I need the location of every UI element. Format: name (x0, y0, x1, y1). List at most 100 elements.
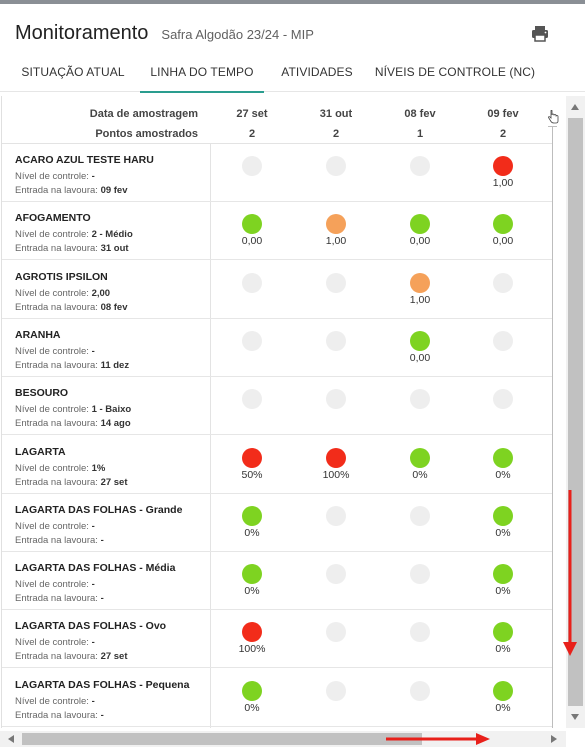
tab-linha-do-tempo[interactable]: LINHA DO TEMPO (140, 52, 264, 93)
status-dot-icon (242, 272, 262, 293)
sample-value: 100% (238, 643, 266, 656)
status-dot-icon (326, 505, 346, 526)
status-dot-icon[interactable] (410, 330, 430, 351)
field-entry-value: 08 fev (100, 301, 128, 313)
tab-atividades[interactable]: ATIVIDADES (281, 65, 353, 79)
timeline-cell[interactable]: 100% (222, 610, 282, 668)
horizontal-scroll-thumb[interactable] (22, 733, 422, 745)
timeline-cell[interactable]: 1,00 (390, 261, 450, 319)
pest-name: ARANHA (15, 328, 61, 341)
status-dot-icon[interactable] (242, 447, 262, 468)
timeline-cell[interactable]: 0,00 (473, 202, 533, 260)
pest-name: LAGARTA DAS FOLHAS - Pequena (15, 678, 190, 691)
print-button[interactable] (529, 24, 551, 44)
status-dot-icon[interactable] (242, 214, 262, 235)
status-dot-icon[interactable] (326, 214, 346, 235)
field-entry-label: Entrada na lavoura: (15, 301, 98, 313)
timeline-cell (306, 261, 366, 319)
status-dot-icon (326, 622, 346, 643)
field-entry: Entrada na lavoura: 14 ago (15, 418, 131, 429)
control-level-label: Nível de controle: (15, 171, 89, 182)
pest-name: LAGARTA DAS FOLHAS - Ovo (15, 620, 167, 633)
field-entry: Entrada na lavoura: 31 out (15, 243, 129, 254)
status-dot-icon[interactable] (493, 447, 513, 468)
control-level: Nível de controle: 2 - Médio (15, 229, 133, 240)
page-subtitle: Safra Algodão 23/24 - MIP (161, 27, 314, 42)
timeline-cell[interactable]: 0% (222, 669, 282, 727)
timeline-cell[interactable]: 0,00 (390, 319, 450, 377)
control-level: Nível de controle: 2,00 (15, 288, 110, 299)
status-dot-icon (410, 622, 430, 643)
pest-name: AGROTIS IPSILON (15, 270, 108, 283)
status-dot-icon[interactable] (242, 680, 262, 701)
status-dot-icon (326, 272, 346, 293)
status-dot-icon[interactable] (493, 680, 513, 701)
sample-value: 0% (495, 526, 511, 539)
status-dot-icon[interactable] (493, 156, 513, 176)
vertical-scrollbar[interactable] (566, 96, 585, 728)
horizontal-scrollbar[interactable] (0, 731, 566, 747)
control-level: Nível de controle: - (15, 696, 95, 707)
timeline-cell[interactable]: 50% (222, 436, 282, 494)
timeline-cell[interactable]: 0% (473, 494, 533, 552)
column-date: 31 out (319, 108, 353, 120)
status-dot-icon (410, 505, 430, 526)
scroll-right-icon[interactable] (551, 735, 557, 743)
timeline-cell[interactable]: 0,00 (222, 202, 282, 260)
timeline-cell[interactable]: 0% (473, 552, 533, 610)
timeline-cell[interactable]: 0% (390, 436, 450, 494)
control-level-value: - (91, 579, 95, 591)
vertical-scroll-thumb[interactable] (568, 118, 583, 706)
scroll-left-icon[interactable] (8, 735, 14, 743)
timeline-cell[interactable]: 1,00 (306, 202, 366, 260)
status-dot-icon[interactable] (242, 505, 262, 526)
status-dot-icon (493, 330, 513, 351)
timeline-cell (222, 377, 282, 435)
pest-row: ARANHA Nível de controle: - Entrada na lav… (2, 319, 552, 377)
status-dot-icon[interactable] (410, 214, 430, 235)
timeline-cell[interactable]: 0% (473, 610, 533, 668)
control-level-value: - (91, 520, 95, 532)
field-entry-value: - (100, 534, 104, 546)
column-points: 1 (416, 128, 424, 140)
timeline-cell[interactable]: 0% (222, 552, 282, 610)
column-date: 27 set (236, 108, 268, 120)
status-dot-icon (242, 330, 262, 351)
control-level: Nível de controle: - (15, 637, 95, 648)
timeline-cell[interactable]: 0% (473, 436, 533, 494)
status-dot-icon[interactable] (242, 622, 262, 643)
sample-value: 0% (244, 526, 260, 539)
field-entry-label: Entrada na lavoura: (15, 593, 98, 605)
sample-value: 50% (241, 468, 263, 481)
pest-name: ACARO AZUL TESTE HARU (15, 154, 154, 166)
sample-value: 0% (495, 701, 511, 714)
scroll-down-icon[interactable] (571, 714, 579, 720)
status-dot-icon[interactable] (493, 564, 513, 585)
status-dot-icon (326, 680, 346, 701)
tab-niveis-de-controle[interactable]: NÍVEIS DE CONTROLE (NC) (374, 65, 536, 79)
status-dot-icon[interactable] (493, 622, 513, 643)
field-entry-value: 11 dez (100, 359, 130, 371)
timeline-cell[interactable]: 1,00 (473, 144, 533, 202)
sampling-date-label: Data de amostragem (89, 108, 198, 120)
status-dot-icon[interactable] (410, 272, 430, 293)
status-dot-icon[interactable] (410, 447, 430, 468)
status-dot-icon[interactable] (493, 505, 513, 526)
field-entry: Entrada na lavoura: 09 fev (15, 185, 128, 196)
control-level: Nível de controle: - (15, 521, 95, 532)
tab-situacao-atual[interactable]: SITUAÇÃO ATUAL (21, 65, 125, 79)
status-dot-icon[interactable] (493, 214, 513, 235)
timeline-cell[interactable]: 0,00 (390, 202, 450, 260)
status-dot-icon (326, 330, 346, 351)
scroll-up-icon[interactable] (571, 104, 579, 110)
control-level: Nível de controle: - (15, 579, 95, 590)
timeline-cell[interactable]: 100% (306, 436, 366, 494)
timeline-cell[interactable]: 0% (473, 669, 533, 727)
status-dot-icon[interactable] (326, 447, 346, 468)
field-entry-label: Entrada na lavoura: (15, 476, 98, 488)
timeline-cell[interactable]: 0% (222, 494, 282, 552)
field-entry: Entrada na lavoura: 27 set (15, 651, 128, 662)
tab-bar: SITUAÇÃO ATUAL LINHA DO TEMPO ATIVIDADES… (0, 52, 585, 93)
pest-row: AFOGAMENTO Nível de controle: 2 - Médio En… (2, 202, 552, 261)
status-dot-icon[interactable] (242, 564, 262, 585)
